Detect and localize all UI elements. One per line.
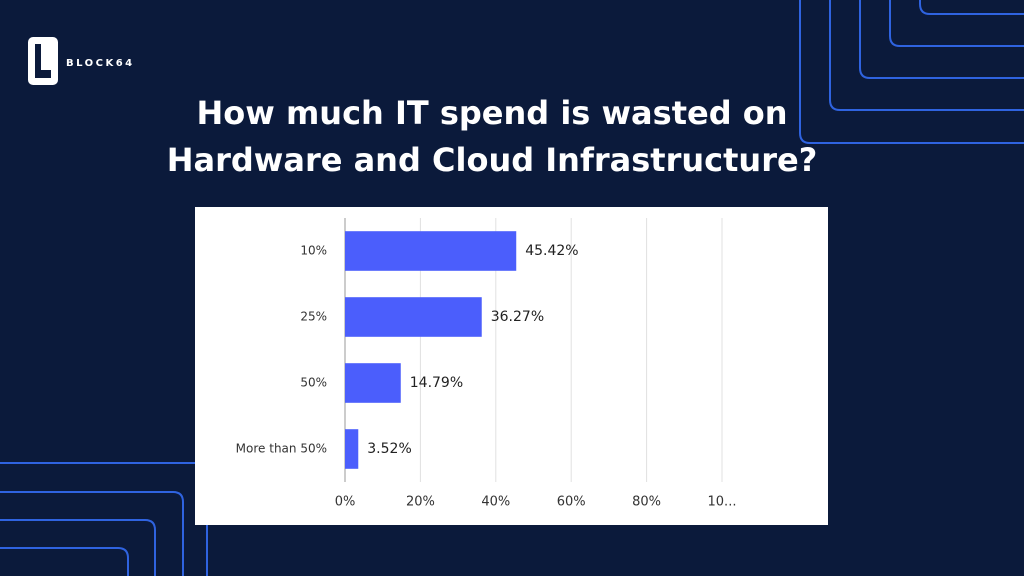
y-tick-label: 25% (300, 310, 327, 324)
data-label: 45.42% (525, 243, 578, 259)
data-label: 36.27% (491, 309, 544, 325)
logo-glyph (35, 44, 51, 78)
chart-title: Hardware and Cloud Infrastructure? (167, 141, 818, 179)
data-label: 14.79% (410, 375, 463, 391)
x-tick-label: 0% (335, 495, 356, 510)
logo-text: BLOCK64 (66, 58, 135, 69)
x-tick-label: 20% (406, 495, 435, 510)
y-tick-label: More than 50% (236, 442, 327, 456)
chart-title: How much IT spend is wasted on (196, 94, 787, 132)
x-tick-label: 80% (632, 495, 661, 510)
logo: BLOCK64 (28, 37, 135, 85)
bar (345, 297, 482, 337)
x-tick-label: 10... (708, 495, 737, 510)
x-tick-label: 40% (481, 495, 510, 510)
bar (345, 429, 359, 469)
x-tick-label: 60% (557, 495, 586, 510)
y-tick-label: 10% (300, 244, 327, 258)
bar (345, 231, 517, 271)
data-label: 3.52% (367, 441, 411, 457)
bar (345, 363, 401, 403)
y-tick-label: 50% (300, 376, 327, 390)
